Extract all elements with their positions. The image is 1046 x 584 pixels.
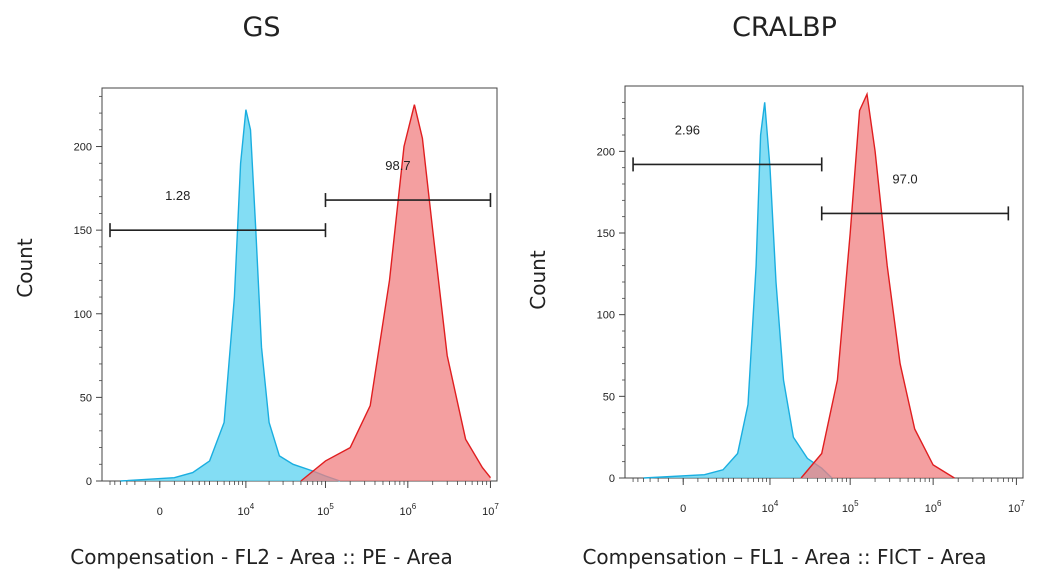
series-area-0: [643, 102, 832, 479]
x-tick-label: 105: [317, 502, 334, 518]
series-area-1: [300, 104, 491, 481]
gate-label: 98.7: [385, 158, 410, 173]
y-tick-label: 0: [609, 473, 615, 485]
x-tick-label: 107: [482, 502, 499, 518]
y-tick-label: 150: [597, 228, 615, 240]
y-tick-label: 100: [74, 309, 92, 321]
gate-label: 2.96: [675, 122, 700, 137]
y-tick-label: 100: [597, 310, 615, 322]
y-tick-label: 50: [603, 391, 615, 403]
y-tick-label: 50: [80, 392, 92, 404]
plot-frame: [624, 85, 1024, 479]
x-tick-label: 104: [762, 499, 779, 515]
histogram-plot: 0 50 100 150 200 0 104 105 106 107 1.28 98.7: [74, 87, 499, 518]
chart-title: GS: [242, 12, 281, 43]
series-line-0: [643, 102, 833, 479]
x-tick-label: 105: [842, 499, 859, 515]
histogram-plot: 0 50 100 150 200 0 104 105 106 107 2.96 97.0: [597, 85, 1025, 515]
series-area-0: [120, 109, 340, 481]
x-tick-label: 106: [925, 499, 942, 515]
gate-label: 97.0: [892, 171, 917, 186]
x-axis-label: Compensation – FL1 - Area :: FICT - Area: [582, 545, 987, 569]
histogram-panel-cralbp: CRALBP Count Compensation – FL1 - Area :…: [523, 0, 1046, 584]
histogram-panel-gs: GS Count Compensation - FL2 - Area :: PE…: [13, 12, 499, 569]
x-tick-label: 0: [680, 503, 686, 515]
series-area-1: [801, 94, 955, 478]
x-tick-label: 104: [238, 502, 255, 518]
y-tick-label: 200: [597, 146, 615, 158]
series-line-0: [120, 109, 341, 482]
x-axis-label: Compensation - FL2 - Area :: PE - Area: [70, 545, 453, 569]
x-tick-label: 0: [157, 506, 163, 518]
series-line-1: [300, 104, 492, 482]
x-tick-label: 106: [399, 502, 416, 518]
y-tick-label: 0: [86, 476, 92, 488]
y-tick-label: 200: [74, 142, 92, 154]
x-tick-label: 107: [1008, 499, 1025, 515]
chart-title: CRALBP: [732, 12, 837, 43]
gate-label: 1.28: [165, 188, 190, 203]
y-tick-label: 150: [74, 225, 92, 237]
series-line-1: [800, 91, 955, 479]
